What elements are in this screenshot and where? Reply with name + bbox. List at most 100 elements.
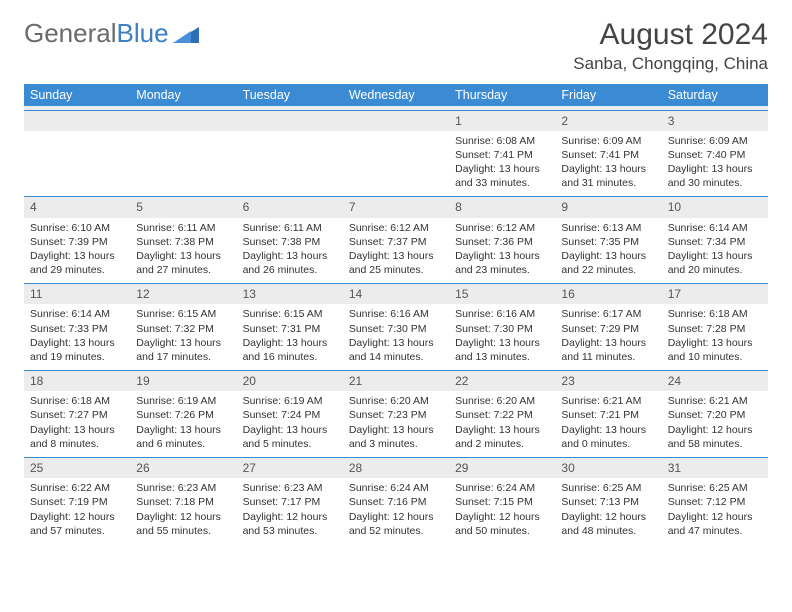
sunrise-line: Sunrise: 6:19 AM <box>136 394 230 408</box>
day-number: 3 <box>662 111 768 131</box>
calendar-day-cell: 22Sunrise: 6:20 AMSunset: 7:22 PMDayligh… <box>449 371 555 458</box>
day-details: Sunrise: 6:12 AMSunset: 7:37 PMDaylight:… <box>343 218 449 284</box>
calendar-week-row: 18Sunrise: 6:18 AMSunset: 7:27 PMDayligh… <box>24 371 768 458</box>
day-number <box>343 111 449 131</box>
sunset-line: Sunset: 7:37 PM <box>349 235 443 249</box>
day-details: Sunrise: 6:25 AMSunset: 7:13 PMDaylight:… <box>555 478 661 544</box>
calendar-day-cell: 16Sunrise: 6:17 AMSunset: 7:29 PMDayligh… <box>555 284 661 371</box>
sunset-line: Sunset: 7:16 PM <box>349 495 443 509</box>
calendar-day-cell: 21Sunrise: 6:20 AMSunset: 7:23 PMDayligh… <box>343 371 449 458</box>
day-number: 23 <box>555 371 661 391</box>
day-details: Sunrise: 6:15 AMSunset: 7:31 PMDaylight:… <box>237 304 343 370</box>
sunset-line: Sunset: 7:32 PM <box>136 322 230 336</box>
sunset-line: Sunset: 7:22 PM <box>455 408 549 422</box>
day-details: Sunrise: 6:14 AMSunset: 7:34 PMDaylight:… <box>662 218 768 284</box>
sunrise-line: Sunrise: 6:15 AM <box>243 307 337 321</box>
daylight-line: Daylight: 13 hours and 29 minutes. <box>30 249 124 277</box>
sunrise-line: Sunrise: 6:21 AM <box>561 394 655 408</box>
day-number: 14 <box>343 284 449 304</box>
sunrise-line: Sunrise: 6:09 AM <box>668 134 762 148</box>
day-number: 26 <box>130 458 236 478</box>
sunrise-line: Sunrise: 6:08 AM <box>455 134 549 148</box>
sunrise-line: Sunrise: 6:17 AM <box>561 307 655 321</box>
day-number: 27 <box>237 458 343 478</box>
weekday-header: Friday <box>555 84 661 106</box>
sunrise-line: Sunrise: 6:24 AM <box>455 481 549 495</box>
calendar-day-cell: 4Sunrise: 6:10 AMSunset: 7:39 PMDaylight… <box>24 197 130 284</box>
day-number: 2 <box>555 111 661 131</box>
sunset-line: Sunset: 7:40 PM <box>668 148 762 162</box>
sunset-line: Sunset: 7:26 PM <box>136 408 230 422</box>
daylight-line: Daylight: 13 hours and 31 minutes. <box>561 162 655 190</box>
day-number: 4 <box>24 197 130 217</box>
weekday-header-row: SundayMondayTuesdayWednesdayThursdayFrid… <box>24 84 768 106</box>
day-number: 22 <box>449 371 555 391</box>
day-number: 8 <box>449 197 555 217</box>
day-details: Sunrise: 6:09 AMSunset: 7:41 PMDaylight:… <box>555 131 661 197</box>
sunrise-line: Sunrise: 6:25 AM <box>561 481 655 495</box>
sunset-line: Sunset: 7:27 PM <box>30 408 124 422</box>
day-details: Sunrise: 6:09 AMSunset: 7:40 PMDaylight:… <box>662 131 768 197</box>
sunset-line: Sunset: 7:17 PM <box>243 495 337 509</box>
calendar-week-row: 1Sunrise: 6:08 AMSunset: 7:41 PMDaylight… <box>24 110 768 197</box>
calendar-day-cell: 3Sunrise: 6:09 AMSunset: 7:40 PMDaylight… <box>662 110 768 197</box>
day-number: 7 <box>343 197 449 217</box>
daylight-line: Daylight: 12 hours and 58 minutes. <box>668 423 762 451</box>
daylight-line: Daylight: 13 hours and 5 minutes. <box>243 423 337 451</box>
sunrise-line: Sunrise: 6:22 AM <box>30 481 124 495</box>
daylight-line: Daylight: 13 hours and 3 minutes. <box>349 423 443 451</box>
day-details: Sunrise: 6:14 AMSunset: 7:33 PMDaylight:… <box>24 304 130 370</box>
sunset-line: Sunset: 7:12 PM <box>668 495 762 509</box>
sunrise-line: Sunrise: 6:16 AM <box>349 307 443 321</box>
day-number: 13 <box>237 284 343 304</box>
sunrise-line: Sunrise: 6:21 AM <box>668 394 762 408</box>
header: GeneralBlue August 2024 Sanba, Chongqing… <box>24 18 768 74</box>
calendar-day-cell: 15Sunrise: 6:16 AMSunset: 7:30 PMDayligh… <box>449 284 555 371</box>
day-number: 6 <box>237 197 343 217</box>
sunset-line: Sunset: 7:33 PM <box>30 322 124 336</box>
day-details: Sunrise: 6:16 AMSunset: 7:30 PMDaylight:… <box>449 304 555 370</box>
day-details: Sunrise: 6:23 AMSunset: 7:17 PMDaylight:… <box>237 478 343 544</box>
sunrise-line: Sunrise: 6:18 AM <box>668 307 762 321</box>
sunrise-line: Sunrise: 6:12 AM <box>455 221 549 235</box>
daylight-line: Daylight: 13 hours and 6 minutes. <box>136 423 230 451</box>
weekday-header: Tuesday <box>237 84 343 106</box>
day-details: Sunrise: 6:11 AMSunset: 7:38 PMDaylight:… <box>130 218 236 284</box>
month-title: August 2024 <box>573 18 768 52</box>
weekday-header: Sunday <box>24 84 130 106</box>
calendar-table: SundayMondayTuesdayWednesdayThursdayFrid… <box>24 84 768 544</box>
logo: GeneralBlue <box>24 18 199 49</box>
calendar-day-cell <box>130 110 236 197</box>
daylight-line: Daylight: 13 hours and 30 minutes. <box>668 162 762 190</box>
daylight-line: Daylight: 13 hours and 26 minutes. <box>243 249 337 277</box>
sunrise-line: Sunrise: 6:24 AM <box>349 481 443 495</box>
calendar-day-cell: 28Sunrise: 6:24 AMSunset: 7:16 PMDayligh… <box>343 458 449 544</box>
calendar-week-row: 11Sunrise: 6:14 AMSunset: 7:33 PMDayligh… <box>24 284 768 371</box>
day-number: 12 <box>130 284 236 304</box>
day-number: 31 <box>662 458 768 478</box>
logo-text-blue: Blue <box>117 18 169 49</box>
day-number: 15 <box>449 284 555 304</box>
day-details: Sunrise: 6:13 AMSunset: 7:35 PMDaylight:… <box>555 218 661 284</box>
sunrise-line: Sunrise: 6:20 AM <box>349 394 443 408</box>
day-details: Sunrise: 6:11 AMSunset: 7:38 PMDaylight:… <box>237 218 343 284</box>
sunset-line: Sunset: 7:38 PM <box>243 235 337 249</box>
day-details: Sunrise: 6:20 AMSunset: 7:23 PMDaylight:… <box>343 391 449 457</box>
day-number: 10 <box>662 197 768 217</box>
calendar-day-cell: 13Sunrise: 6:15 AMSunset: 7:31 PMDayligh… <box>237 284 343 371</box>
sunrise-line: Sunrise: 6:11 AM <box>243 221 337 235</box>
sunset-line: Sunset: 7:35 PM <box>561 235 655 249</box>
sunset-line: Sunset: 7:30 PM <box>455 322 549 336</box>
daylight-line: Daylight: 13 hours and 23 minutes. <box>455 249 549 277</box>
calendar-day-cell <box>237 110 343 197</box>
calendar-day-cell: 5Sunrise: 6:11 AMSunset: 7:38 PMDaylight… <box>130 197 236 284</box>
sunset-line: Sunset: 7:21 PM <box>561 408 655 422</box>
day-number: 18 <box>24 371 130 391</box>
sunset-line: Sunset: 7:19 PM <box>30 495 124 509</box>
calendar-day-cell: 31Sunrise: 6:25 AMSunset: 7:12 PMDayligh… <box>662 458 768 544</box>
weekday-header: Saturday <box>662 84 768 106</box>
day-details: Sunrise: 6:21 AMSunset: 7:21 PMDaylight:… <box>555 391 661 457</box>
sunrise-line: Sunrise: 6:23 AM <box>243 481 337 495</box>
logo-triangle-icon <box>173 25 199 43</box>
day-number <box>237 111 343 131</box>
